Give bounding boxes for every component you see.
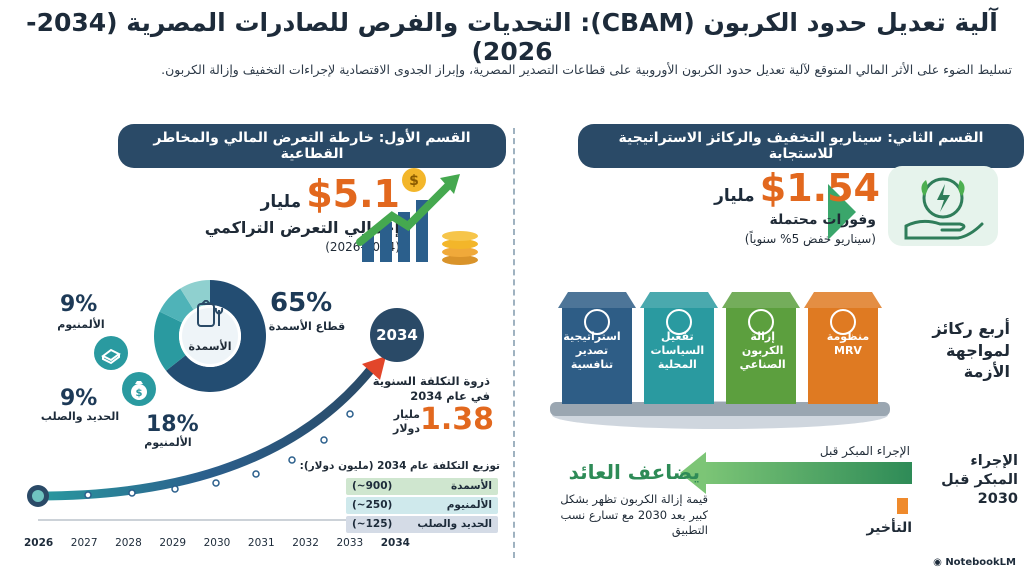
donut-segment	[153, 311, 186, 371]
curve-marker	[346, 410, 354, 418]
early-action-bar	[704, 462, 912, 484]
section-divider	[513, 128, 515, 558]
growth-chart-icon: $	[356, 168, 478, 265]
sector-donut-chart	[153, 280, 266, 392]
year-tick: 2032	[292, 537, 319, 549]
brand-name: NotebookLM	[945, 557, 1016, 568]
early-action-side: الإجراء المبكر قبل 2030	[941, 453, 1018, 507]
pillar-industrial-decarb: إزالة الكربون الصناعي	[739, 330, 786, 371]
exposure-value: $5.1	[306, 172, 400, 216]
section-one-banner: القسم الأول: خارطة التعرض المالي والمخاط…	[118, 124, 506, 168]
breakdown-value: (~250)	[352, 499, 393, 511]
curve-markers	[84, 410, 354, 499]
year-tick: 2028	[115, 537, 142, 549]
breakdown-title: توزيع التكلفة عام 2034 (مليون دولار):	[299, 460, 500, 472]
section-two-banner: القسم الثاني: سيناريو التخفيف والركائز ا…	[578, 124, 1024, 168]
peak-title: ذروة التكلفة السنوية في عام 2034	[372, 374, 490, 403]
pct-fertilizer: 65%	[270, 288, 333, 318]
curve-marker	[212, 479, 220, 487]
pillar-icon	[748, 309, 774, 335]
pillar-body	[808, 308, 878, 404]
pillar-body	[726, 308, 796, 404]
page-subtitle: تسليط الضوء على الأثر المالي المتوقع لآل…	[161, 62, 1012, 77]
breakdown-name: الحديد والصلب	[417, 518, 492, 530]
savings-value: $1.54	[759, 166, 880, 210]
year-tick: 2030	[203, 537, 231, 549]
donut-center-label: الأسمدة	[188, 340, 232, 353]
year-tick: 2031	[247, 537, 275, 549]
pillars-graphic	[550, 292, 890, 429]
pillar-icon	[830, 309, 856, 335]
year-axis: 2026 2027 2028 2029 2030 2031 2032 2033 …	[24, 537, 410, 549]
savings-note: (سيناريو خفض 5% سنوياً)	[744, 232, 876, 246]
savings-label: وفورات محتملة	[769, 212, 876, 228]
exposure-unit: مليار	[260, 192, 302, 212]
breakdown-value: (~900)	[352, 480, 393, 492]
doubles-return: يضاعف العائد	[568, 460, 700, 484]
pillar-body	[562, 308, 632, 404]
label-steel: الحديد والصلب	[40, 410, 120, 423]
pct-aluminium-bottom: 18%	[146, 412, 199, 437]
breakdown-value: (~125)	[352, 518, 393, 530]
end-year-badge: 2034	[370, 308, 424, 362]
early-action-label: الإجراء المبكر قبل	[819, 444, 910, 458]
year-tick: 2027	[70, 537, 98, 549]
svg-text:$: $	[136, 388, 143, 399]
peak-value: 1.38	[420, 402, 495, 437]
delay-marker	[897, 498, 908, 514]
donut-segment	[159, 288, 194, 323]
fertilizer-bag-icon	[191, 298, 229, 330]
curve-marker	[84, 491, 92, 499]
breakdown-row-steel: (~125) الحديد والصلب	[346, 516, 498, 533]
pillar-mrv: منظومة MRV	[826, 330, 870, 357]
year-tick: 2029	[159, 537, 187, 549]
page-title: آلية تعديل حدود الكربون (CBAM): التحديات…	[26, 8, 998, 66]
breakdown-name: الأسمدة	[450, 480, 492, 492]
curve-marker	[128, 489, 136, 497]
savings-unit: مليار	[714, 186, 755, 206]
svg-text:$: $	[409, 173, 419, 189]
donut-segment	[166, 280, 266, 392]
label-aluminium-top: الألمنيوم	[57, 318, 105, 331]
label-aluminium-bottom: الألمنيوم	[144, 436, 192, 449]
pillar-cap	[804, 292, 882, 308]
breakdown-name: الألمنيوم	[446, 499, 492, 511]
peak-unit: مليار دولار	[392, 408, 420, 435]
decarb-note: قيمة إزالة الكربون تظهر بشكل كبير بعد 20…	[560, 492, 708, 538]
pillars-title: أربع ركائز لمواجهة الأزمة	[932, 319, 1010, 382]
year-tick: 2034	[380, 537, 410, 549]
savings-arrow-icon	[828, 184, 856, 240]
pillar-local-policy: تفعيل السياسات المحلية	[650, 330, 705, 371]
label-fertilizer: قطاع الأسمدة	[268, 320, 346, 333]
breakdown-row-fertilizer: (~900) الأسمدة	[346, 478, 498, 495]
notebook-icon: ◉	[933, 557, 942, 568]
exposure-label: إجمالي التعرض التراكمي	[204, 218, 400, 237]
pillar-body	[644, 308, 714, 404]
pillar-cap	[722, 292, 800, 308]
year-tick: 2026	[24, 537, 54, 549]
money-bag-icon: $	[122, 372, 156, 406]
pillar-icon	[666, 309, 692, 335]
curve-marker	[171, 485, 179, 493]
pillar-cap	[558, 292, 636, 308]
year-tick: 2033	[336, 537, 364, 549]
curve-marker	[288, 456, 296, 464]
breakdown-row-aluminium: (~250) الألمنيوم	[346, 497, 498, 514]
pillar-cap	[640, 292, 718, 308]
arrow-left-icon	[680, 452, 706, 494]
eco-hand-icon	[888, 166, 998, 246]
curve-marker	[320, 436, 328, 444]
breakdown-table: (~900) الأسمدة (~250) الألمنيوم (~125) ا…	[346, 478, 498, 533]
pct-steel: 9%	[60, 386, 98, 411]
pillar-icon	[584, 309, 610, 335]
aluminium-ingot-icon	[94, 336, 128, 370]
curve-marker	[252, 470, 260, 478]
pillar-export-strategy: استراتيجية تصدير تنافسية	[563, 330, 621, 371]
pct-aluminium-top: 9%	[60, 292, 98, 317]
delay-label: التأخير	[866, 520, 912, 536]
brand-logo: ◉ NotebookLM	[933, 557, 1016, 568]
